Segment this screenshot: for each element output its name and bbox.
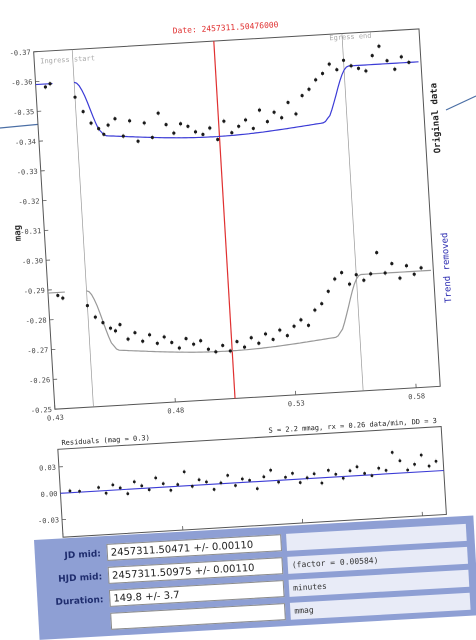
y-tick-label: -0.26 <box>29 376 51 385</box>
y-tick-label: -0.29 <box>24 287 46 296</box>
y-tick-label: -0.28 <box>25 317 47 326</box>
original-data-label: Original data <box>428 83 443 154</box>
left-stray-line <box>0 124 42 128</box>
res-y-tick-label: 0.00 <box>40 490 57 499</box>
y-tick-label: -0.37 <box>9 49 31 58</box>
y-tick-label: -0.32 <box>18 197 40 206</box>
chart-title: Date: 2457311.50476000 <box>172 20 278 35</box>
main-light-curve-chart: Date: 2457311.50476000 mag Ingress start… <box>2 8 460 424</box>
trend-removed-label: Trend removed <box>440 232 454 303</box>
hjd-mid-label: HJD mid: <box>44 567 103 590</box>
right-stray-line <box>446 96 476 110</box>
y-tick-label: -0.27 <box>27 346 49 355</box>
x-tick-label: 0.58 <box>408 392 425 401</box>
res-y-tick-label: -0.03 <box>38 516 60 525</box>
jd-mid-value-field[interactable]: 2457311.50471 +/- 0.00110 <box>106 534 282 561</box>
y-tick-label: -0.35 <box>13 108 35 117</box>
x-tick-label: 0.48 <box>167 407 184 416</box>
x-tick-label: 0.53 <box>288 399 305 408</box>
y-tick-label: -0.30 <box>22 257 44 266</box>
main-plot-frame <box>34 29 441 409</box>
y-tick-label: -0.36 <box>11 78 33 87</box>
duration-label: Duration: <box>45 590 104 613</box>
x-tick-label: 0.43 <box>47 414 64 423</box>
jd-mid-label: JD mid: <box>42 544 101 567</box>
y-tick-label: -0.33 <box>17 168 39 177</box>
depth-label <box>46 613 104 616</box>
jd-mid-note <box>286 524 467 551</box>
res-y-tick-label: 0.03 <box>39 464 56 473</box>
y-tick-label: -0.31 <box>20 227 42 236</box>
y-tick-label: -0.34 <box>15 138 37 147</box>
